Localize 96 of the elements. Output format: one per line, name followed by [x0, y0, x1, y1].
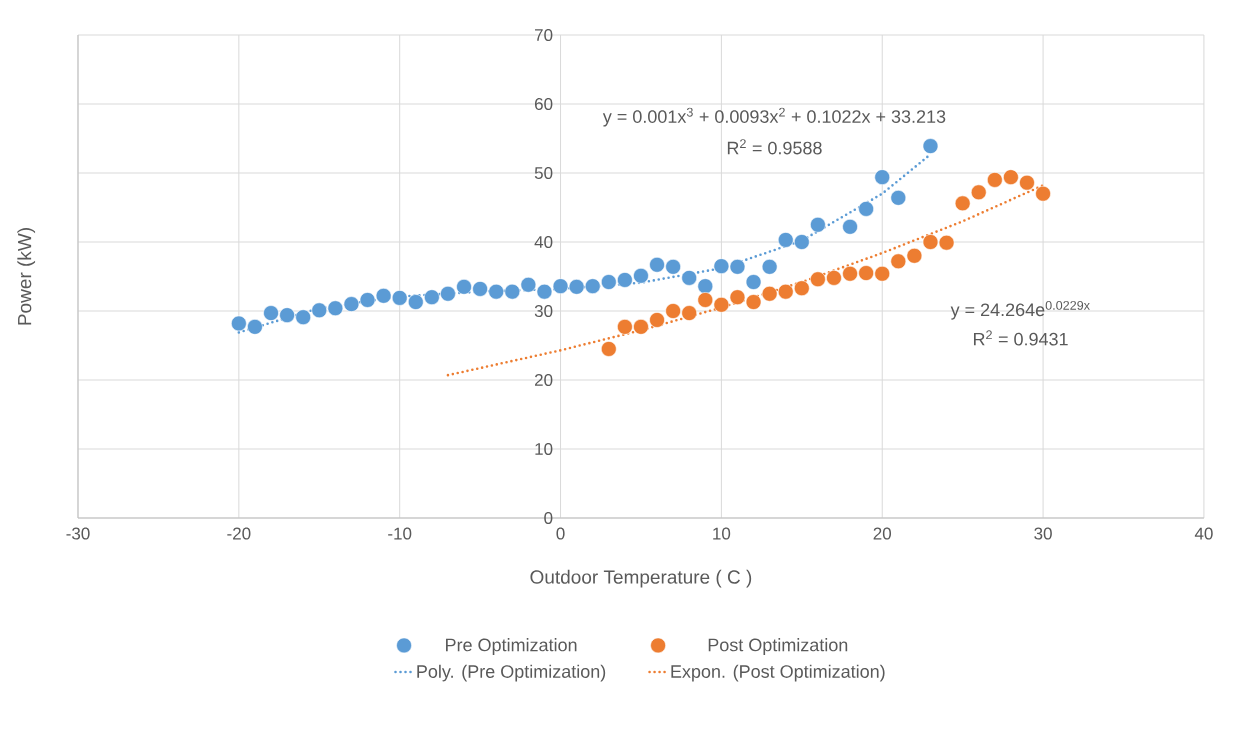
point: [761, 259, 778, 275]
point: [295, 309, 311, 326]
y-tick-label: 50: [534, 166, 553, 180]
point: [279, 307, 295, 323]
point: [681, 270, 698, 286]
point: [890, 253, 907, 270]
x-axis-title: Outdoor Temperature ( C ): [530, 569, 752, 588]
point: [488, 283, 504, 300]
point: [810, 216, 826, 233]
point: [906, 248, 923, 264]
point: [810, 271, 826, 288]
point: [858, 265, 874, 281]
point: [327, 300, 344, 317]
point: [874, 169, 891, 185]
y-tick-label: 10: [535, 442, 553, 456]
point: [536, 283, 553, 300]
point: [633, 268, 649, 284]
x-tick-label: 10: [713, 527, 731, 540]
point: [520, 276, 537, 293]
point: [617, 272, 633, 288]
point: [600, 274, 617, 290]
point: [600, 341, 617, 357]
point: [649, 312, 665, 328]
annotation: R$^{2}$ = 0.9588: [727, 139, 822, 155]
point: [617, 319, 633, 335]
y-axis-title: Power (kW): [17, 228, 36, 325]
point: [842, 265, 858, 282]
point: [713, 258, 730, 274]
point: [391, 290, 408, 306]
point: [970, 184, 987, 201]
y-tick-label: 60: [535, 97, 553, 111]
x-tick-label: -20: [227, 527, 251, 540]
point: [729, 259, 746, 275]
point: [826, 270, 842, 286]
point: [858, 201, 874, 217]
point: [713, 296, 730, 313]
annotation: y = 0.001x$^{3}$ + 0.0093x$^{2}$ + 0.1022x + 33.213: [602, 107, 946, 127]
point: [987, 172, 1003, 188]
x-tick-label: 30: [1034, 527, 1052, 540]
point: [1035, 185, 1051, 202]
x-tick-label: 0: [556, 527, 565, 540]
point: [568, 279, 585, 295]
point: [745, 294, 762, 310]
point: [407, 294, 424, 310]
point: [729, 289, 746, 305]
point: [343, 296, 360, 312]
point: [681, 305, 698, 321]
point: [665, 303, 681, 319]
point: [922, 234, 939, 250]
point: [890, 190, 907, 206]
point: [584, 278, 601, 294]
point: [697, 278, 714, 294]
point: [263, 305, 279, 321]
legend-label: Pre Optimization: [446, 638, 577, 655]
point: [697, 292, 714, 308]
y-tick-label: 20: [535, 373, 553, 387]
point: [375, 288, 392, 304]
point: [922, 138, 939, 154]
point: [311, 302, 328, 319]
x-tick-label: -10: [388, 527, 412, 540]
point: [424, 289, 440, 305]
x-tick-label: 40: [1194, 527, 1213, 540]
point: [231, 315, 247, 332]
point: [794, 280, 810, 297]
annotation: R$^{2}$ = 0.9431: [973, 330, 1068, 346]
y-tick-label: 70: [535, 28, 553, 42]
point: [1003, 169, 1019, 185]
point: [938, 234, 955, 251]
point: [1019, 174, 1035, 191]
point: [777, 283, 794, 300]
point: [794, 234, 810, 250]
y-tick-label: 30: [534, 304, 553, 318]
point: [745, 274, 762, 290]
point: [649, 256, 665, 273]
y-tick-label: 0: [544, 511, 553, 525]
point: [504, 283, 521, 300]
point: [954, 195, 971, 212]
point: [552, 278, 569, 294]
point: [456, 279, 472, 295]
y-tick-label: 40: [534, 235, 553, 249]
point: [247, 319, 263, 335]
x-tick-label: -30: [66, 527, 90, 540]
point: [665, 259, 681, 275]
point: [440, 285, 456, 302]
point: [359, 292, 376, 308]
x-tick-label: 20: [873, 527, 892, 540]
point: [842, 219, 858, 235]
point: [472, 281, 488, 297]
point: [761, 285, 778, 302]
point: [633, 319, 649, 335]
annotation: y = 24.264e$^{0.0229x}$: [950, 300, 1090, 320]
legend-label: Poly. (Pre Optimization): [417, 664, 606, 682]
legend-label: Post Optimization: [708, 638, 848, 655]
legend-label: Expon. (Post Optimization): [671, 664, 885, 682]
point: [874, 265, 891, 282]
point: [777, 232, 794, 248]
